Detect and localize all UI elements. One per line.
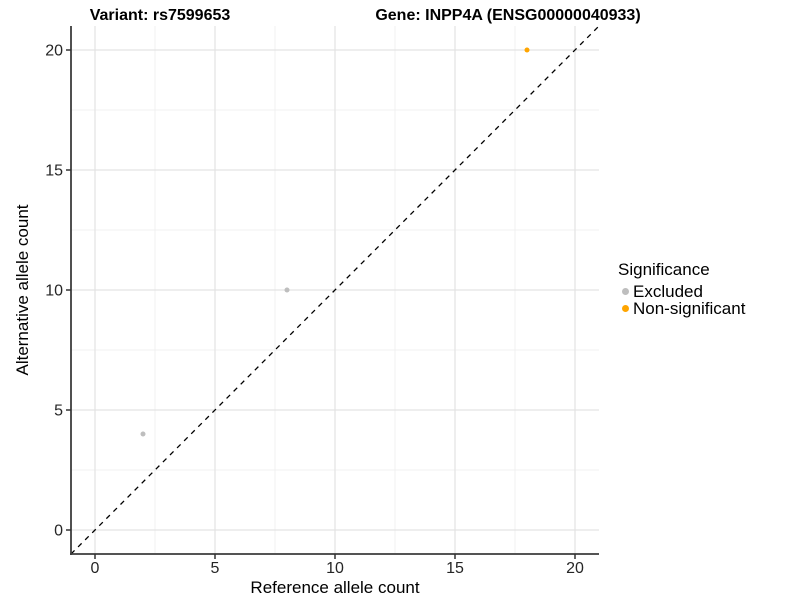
legend-item-excluded: Excluded — [618, 283, 745, 300]
data-point-excluded — [140, 431, 146, 437]
legend-key-non-significant-dot-icon — [622, 305, 629, 312]
identity-line — [70, 25, 600, 555]
y-tick-label: 15 — [45, 163, 63, 180]
x-axis-title: Reference allele count — [250, 578, 420, 597]
x-tick-label: 15 — [446, 560, 464, 577]
legend-item-non-significant: Non-significant — [618, 300, 745, 317]
x-tick-label: 20 — [566, 560, 584, 577]
data-point-non-significant — [524, 47, 530, 53]
plot-title-variant: Variant: rs7599653 — [89, 7, 231, 24]
x-tick-label: 0 — [91, 560, 100, 577]
legend: Significance Excluded Non-significant — [618, 260, 745, 318]
x-tick-label: 10 — [326, 560, 344, 577]
data-point-excluded — [284, 287, 290, 293]
legend-key-excluded-dot-icon — [622, 288, 629, 295]
legend-item-label: Excluded — [633, 282, 703, 301]
x-tick-label: 5 — [211, 560, 220, 577]
plot-title-gene: Gene: INPP4A (ENSG00000040933) — [375, 7, 641, 24]
legend-title: Significance — [618, 260, 710, 279]
y-tick-label: 0 — [54, 523, 63, 540]
y-axis-title: Alternative allele count — [13, 204, 32, 376]
y-tick-label: 5 — [54, 403, 63, 420]
legend-item-label: Non-significant — [633, 299, 746, 318]
y-tick-label: 10 — [45, 283, 63, 300]
y-tick-label: 20 — [45, 43, 63, 60]
